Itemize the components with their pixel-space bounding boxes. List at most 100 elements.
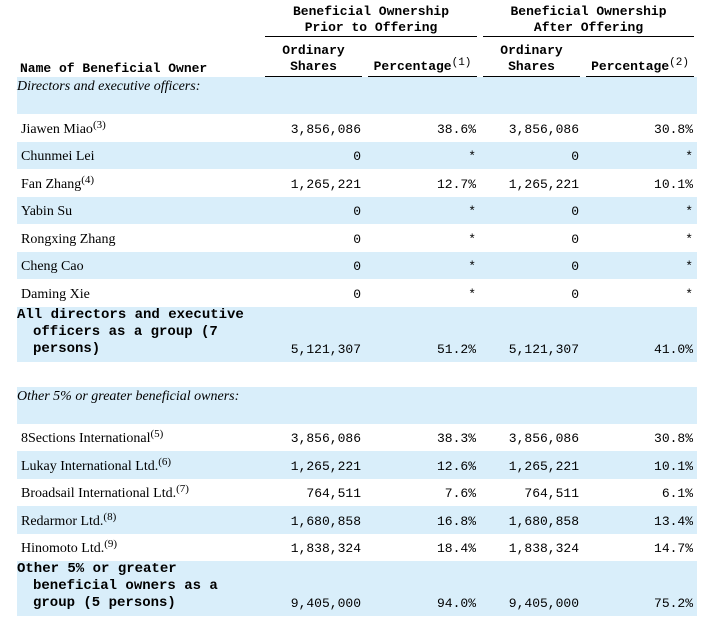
column-header: Ordinary Shares — [262, 37, 365, 77]
table-body: Directors and executive officers: Jiawen … — [17, 77, 698, 616]
owner-name: Cheng Cao — [17, 251, 262, 279]
footnote-ref: (4) — [81, 173, 95, 186]
cell-value: * — [583, 196, 698, 224]
cell-value: 30.8% — [654, 431, 694, 446]
table-row: Rongxing Zhang 0 * 0 * — [17, 224, 697, 252]
cell-value: 1,265,221 — [262, 451, 365, 479]
group-header: Beneficial Ownership After Offering — [480, 4, 697, 37]
cell-value: 75.2% — [583, 561, 698, 616]
cell-value: 10.1% — [654, 176, 694, 192]
column-header-box: Name of Beneficial Owner — [20, 61, 259, 77]
cell-value: 10.1% — [583, 451, 698, 479]
cell-value: 16.8% — [365, 506, 481, 534]
owner-name-text: Jiawen Miao — [21, 121, 93, 137]
cell-value: 5,121,307 — [262, 306, 365, 362]
column-header: Ordinary Shares — [480, 37, 583, 77]
owner-name-text: Hinomoto Ltd. — [21, 541, 105, 556]
cell-value: 9,405,000 — [262, 561, 365, 616]
cell-value: 0 — [571, 286, 580, 302]
owner-name: Other 5% or greater beneficial owners as… — [17, 561, 262, 616]
owner-name: Lukay International Ltd.(6) — [17, 451, 262, 479]
cell-value: 0 — [262, 141, 365, 169]
group-header-text: Beneficial Ownership Prior to Offering — [265, 4, 478, 37]
section-blank — [262, 386, 365, 424]
owner-name-text: Other 5% or greater beneficial owners as… — [17, 561, 218, 611]
header-row: Name of Beneficial Owner Ordinary Shares P… — [17, 37, 697, 77]
table-row: Jiawen Miao(3) 3,856,086 38.6% 3,856,086 30.… — [17, 114, 697, 142]
cell-value: 1,265,221 — [290, 176, 361, 192]
cell-value: 38.6% — [437, 121, 477, 137]
column-header: Percentage(1) — [365, 37, 480, 77]
spacer-cell — [17, 362, 697, 387]
owner-name: Daming Xie — [17, 279, 262, 307]
section-blank — [480, 77, 584, 114]
owner-name: All directors and executive officers as … — [17, 306, 262, 362]
cell-value: 0 — [480, 141, 584, 169]
footnote-ref: (3) — [92, 118, 106, 131]
cell-value: 0 — [353, 231, 361, 247]
table-header: Beneficial Ownership Prior to Offering Be… — [17, 4, 697, 77]
owner-name: 8Sections International(5) — [17, 424, 262, 452]
owner-name-text: Yabin Su — [21, 204, 73, 219]
column-header-text: Name of Beneficial Owner — [20, 61, 208, 76]
cell-value: 3,856,086 — [290, 431, 361, 446]
cell-value: 13.4% — [583, 506, 698, 534]
cell-value: 41.0% — [583, 306, 698, 362]
owner-name-text: Cheng Cao — [21, 259, 84, 274]
cell-value: 1,680,858 — [480, 506, 584, 534]
owner-name-text: Rongxing Zhang — [21, 231, 116, 247]
table-row: Daming Xie 0 * 0 * — [17, 279, 697, 307]
header-blank — [17, 4, 262, 37]
column-header-text: Ordinary Shares — [500, 43, 563, 74]
cell-value: 1,838,324 — [290, 541, 361, 556]
cell-value: 1,265,221 — [480, 451, 584, 479]
cell-value: 1,838,324 — [508, 541, 580, 556]
footnote-ref: (7) — [176, 483, 189, 495]
table-row: Redarmor Ltd.(8) 1,680,858 16.8% 1,680,858 1… — [17, 506, 698, 534]
cell-value: * — [365, 141, 481, 169]
owner-name: Redarmor Ltd.(8) — [17, 506, 262, 534]
section-title: Other 5% or greater beneficial owners: — [17, 386, 262, 424]
cell-value: * — [583, 141, 698, 169]
section-blank — [583, 77, 698, 114]
cell-value: 1,265,221 — [508, 176, 580, 192]
section-blank — [480, 386, 584, 424]
owner-name-text: All directors and executive officers as … — [17, 306, 244, 357]
cell-value: 764,511 — [306, 486, 361, 501]
cell-value: 12.6% — [365, 451, 481, 479]
owner-name-text: Chunmei Lei — [21, 149, 95, 164]
footnote-ref: (2) — [669, 57, 689, 69]
cell-value: 7.6% — [444, 486, 477, 501]
section-blank — [365, 77, 481, 114]
table-row: 8Sections International(5) 3,856,086 38.3%… — [17, 424, 697, 452]
owner-name: Chunmei Lei — [17, 141, 262, 169]
cell-value: 18.4% — [437, 541, 477, 556]
column-header-text: Percentage — [591, 59, 670, 74]
footnote-ref: (9) — [104, 538, 118, 550]
footnote-ref: (6) — [158, 455, 172, 468]
owner-name-text: Broadsail International Ltd. — [21, 486, 177, 501]
table-row: Broadsail International Ltd.(7) 764,511 7.… — [17, 479, 697, 507]
cell-value: 0 — [571, 231, 580, 247]
cell-value: 1,680,858 — [262, 506, 365, 534]
column-header-text: Ordinary Shares — [282, 43, 345, 74]
cell-value: 6.1% — [661, 486, 694, 501]
cell-value: 9,405,000 — [480, 561, 584, 616]
section-blank — [365, 386, 481, 424]
cell-value: * — [685, 231, 694, 247]
owner-name: Fan Zhang(4) — [17, 169, 262, 197]
group-header: Beneficial Ownership Prior to Offering — [262, 4, 480, 37]
owner-name: Yabin Su — [17, 196, 262, 224]
table-row: Lukay International Ltd.(6) 1,265,221 12.6… — [17, 451, 698, 479]
table-row: Cheng Cao 0 * 0 * — [17, 251, 698, 279]
owner-name-text: 8Sections International — [21, 431, 151, 446]
table-row: Yabin Su 0 * 0 * — [17, 196, 698, 224]
cell-value: 51.2% — [365, 306, 481, 362]
cell-value: 0 — [353, 286, 361, 302]
cell-value: 14.7% — [654, 541, 694, 556]
cell-value: 5,121,307 — [480, 306, 584, 362]
cell-value: 0 — [480, 196, 584, 224]
cell-value: * — [583, 251, 698, 279]
cell-value: 38.3% — [437, 431, 477, 446]
